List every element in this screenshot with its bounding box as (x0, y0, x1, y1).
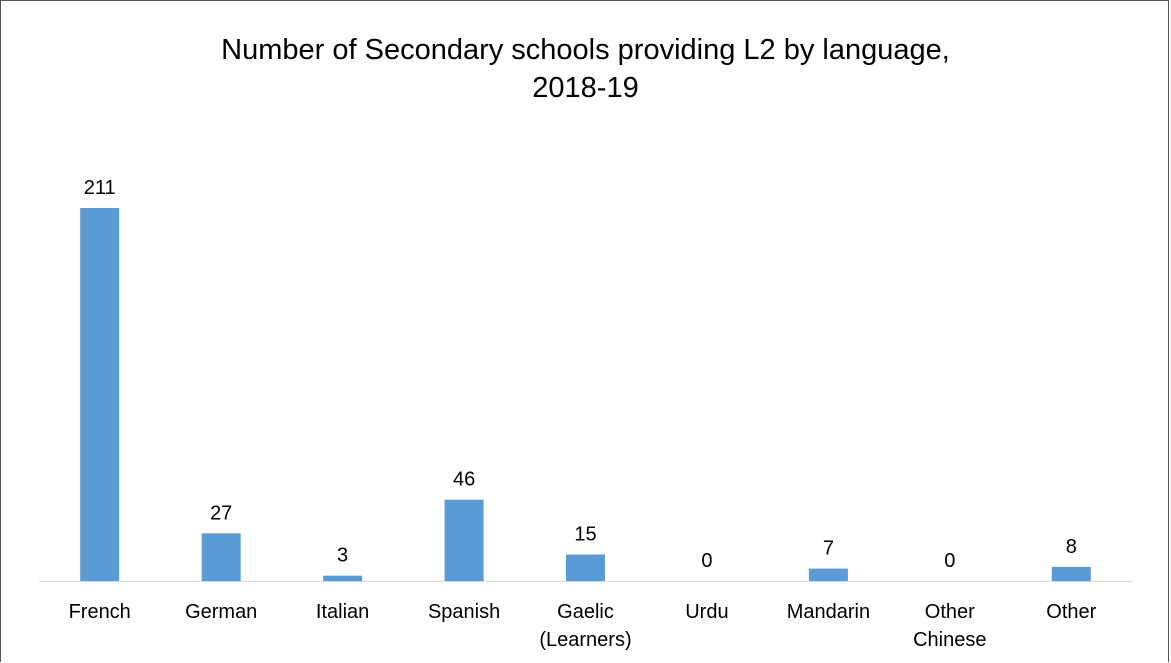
category-label-line: Other (925, 601, 975, 623)
data-label: 3 (337, 545, 348, 567)
category-label: Mandarin (787, 601, 870, 623)
bar-german (201, 533, 241, 581)
data-label: 0 (944, 550, 955, 572)
chart-title: Number of Secondary schools providing L2… (1, 31, 1170, 107)
bar-italian (323, 575, 363, 581)
bar-spanish (444, 499, 484, 581)
data-label: 15 (574, 524, 596, 546)
category-label-line: Other (1046, 601, 1096, 623)
category-label-line: German (185, 601, 257, 623)
data-label: 8 (1066, 536, 1077, 558)
category-label-line: Chinese (913, 629, 986, 651)
category-label-line: French (69, 601, 131, 623)
chart-title-line-1: Number of Secondary schools providing L2… (221, 34, 950, 66)
category-label: Italian (316, 601, 369, 623)
data-label: 46 (453, 469, 475, 491)
bar-gaelic-learners (566, 554, 605, 581)
category-label: French (69, 601, 131, 623)
category-label-line: Gaelic (557, 601, 614, 623)
category-label-line: Italian (316, 601, 369, 623)
data-label: 7 (823, 538, 834, 560)
category-label: Other (1046, 601, 1096, 623)
category-label-line: Urdu (685, 601, 728, 623)
data-label: 27 (210, 502, 232, 524)
bar-french (80, 208, 120, 581)
category-label-line: Mandarin (787, 601, 870, 623)
category-label-line: (Learners) (539, 629, 631, 651)
data-label: 0 (701, 550, 712, 572)
bar-other (1051, 566, 1091, 581)
category-label: Gaelic (Learners) (539, 601, 631, 651)
category-label: German (185, 601, 257, 623)
bar-mandarin (808, 568, 848, 581)
category-label: Urdu (685, 601, 728, 623)
category-label-line: Spanish (428, 601, 500, 623)
category-label: Other Chinese (913, 601, 986, 651)
category-label: Spanish (428, 601, 500, 623)
data-label: 211 (84, 177, 116, 199)
chart-title-line-2: 2018-19 (532, 72, 639, 104)
